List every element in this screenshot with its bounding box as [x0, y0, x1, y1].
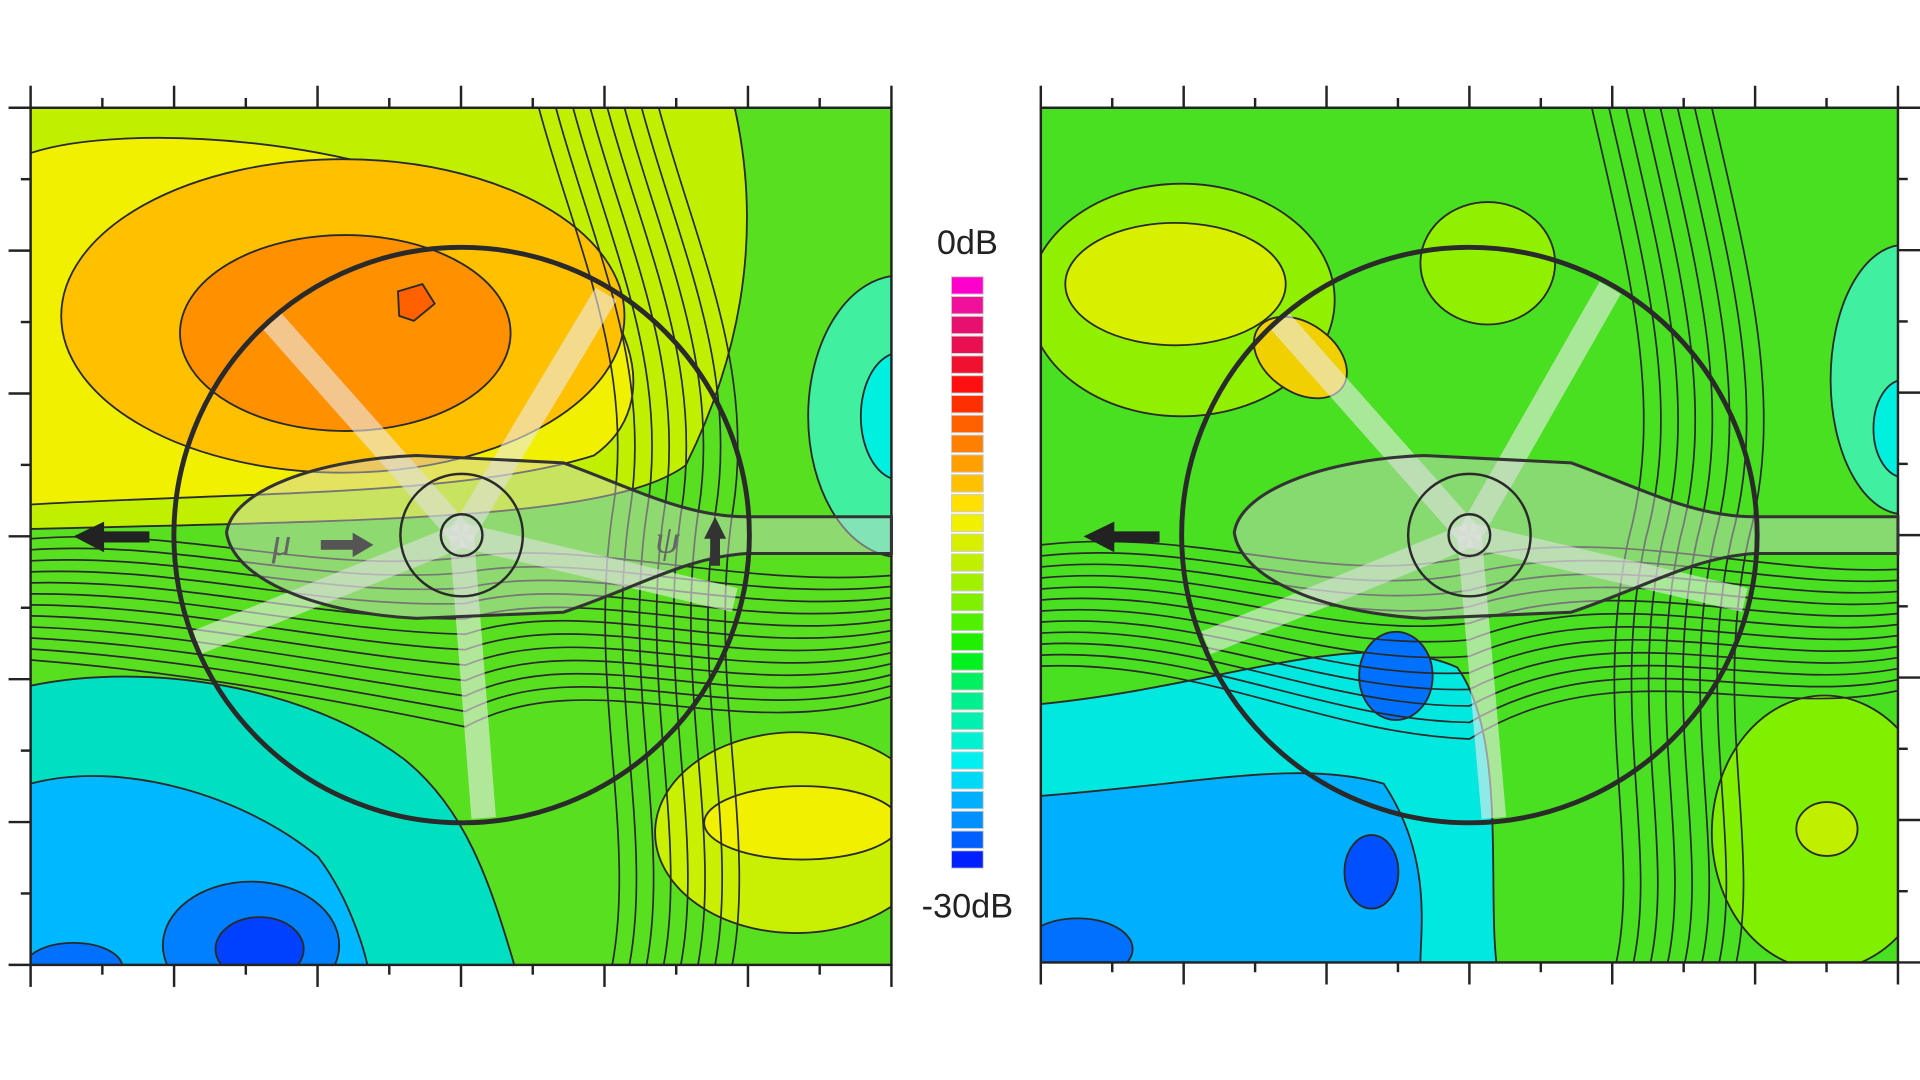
blade	[262, 312, 471, 544]
color-swatch	[950, 592, 984, 612]
color-swatch	[950, 771, 984, 790]
turbine-overlay	[8, 85, 1920, 987]
color-swatch	[950, 434, 984, 453]
blade	[1270, 312, 1479, 544]
contour-line	[1693, 107, 1748, 963]
color-swatch	[950, 474, 984, 493]
color-swatch	[950, 494, 984, 513]
color-swatch	[950, 751, 984, 770]
blade	[451, 287, 617, 542]
color-swatch	[950, 315, 984, 335]
annotation: ψ	[655, 519, 680, 562]
color-swatch	[950, 691, 984, 711]
contour-line	[1040, 653, 1898, 724]
contour-line	[1608, 107, 1662, 963]
color-swatch	[950, 414, 984, 434]
color-swatch	[950, 850, 984, 869]
arrow	[704, 516, 727, 566]
color-swatch	[950, 335, 984, 354]
color-swatch	[950, 810, 984, 830]
blade	[458, 523, 738, 612]
contour-line	[589, 107, 672, 965]
color-swatch	[950, 553, 984, 572]
contour-line	[623, 107, 706, 965]
hub	[399, 472, 525, 598]
blade	[191, 523, 467, 655]
contour-line	[1625, 107, 1679, 963]
colorbar-label: -30dB	[922, 888, 1013, 926]
rotor	[1179, 244, 1760, 826]
colorbar-label: 0dB	[937, 224, 998, 262]
contour-line	[537, 107, 621, 965]
blade	[1458, 281, 1621, 542]
color-swatch	[950, 830, 984, 849]
hub	[439, 513, 484, 558]
color-swatch	[950, 672, 984, 691]
blade	[449, 534, 496, 819]
color-swatch	[950, 612, 984, 632]
contour-line	[1040, 664, 1898, 740]
color-swatch	[950, 276, 984, 295]
arrow	[1083, 521, 1160, 553]
arrow	[320, 532, 374, 558]
color-swatch	[950, 513, 984, 533]
contour-line	[555, 107, 638, 965]
contour-line	[657, 107, 741, 965]
color-swatch	[950, 652, 984, 671]
color-swatch	[950, 711, 984, 731]
color-swatch	[950, 573, 984, 592]
blade	[1457, 534, 1507, 820]
contour-line	[1676, 107, 1731, 963]
rotor	[171, 244, 752, 826]
annotation: μ	[271, 521, 292, 564]
contour-line	[1711, 107, 1765, 963]
nacelle	[1232, 453, 1900, 620]
contour-line	[1659, 107, 1714, 963]
arrow	[73, 521, 150, 553]
contour-line	[1642, 107, 1697, 963]
contour-line	[1040, 631, 1898, 691]
blade	[1466, 523, 1748, 612]
contour-line	[1591, 107, 1645, 963]
color-swatch	[950, 731, 984, 750]
color-swatch	[950, 632, 984, 651]
colorbar: 0dB -30dB	[922, 224, 1013, 926]
blade	[1201, 523, 1475, 655]
color-swatch	[950, 790, 984, 810]
color-swatch	[950, 355, 984, 374]
nacelle	[224, 453, 893, 620]
color-swatch	[950, 395, 984, 414]
hub	[1447, 513, 1492, 558]
contour-line	[1040, 642, 1898, 707]
contour-line	[606, 107, 689, 965]
color-swatch	[950, 533, 984, 552]
color-swatch	[950, 454, 984, 473]
color-swatch	[950, 296, 984, 315]
hub	[1406, 472, 1532, 598]
contour-line	[572, 107, 655, 965]
color-swatch	[950, 375, 984, 394]
